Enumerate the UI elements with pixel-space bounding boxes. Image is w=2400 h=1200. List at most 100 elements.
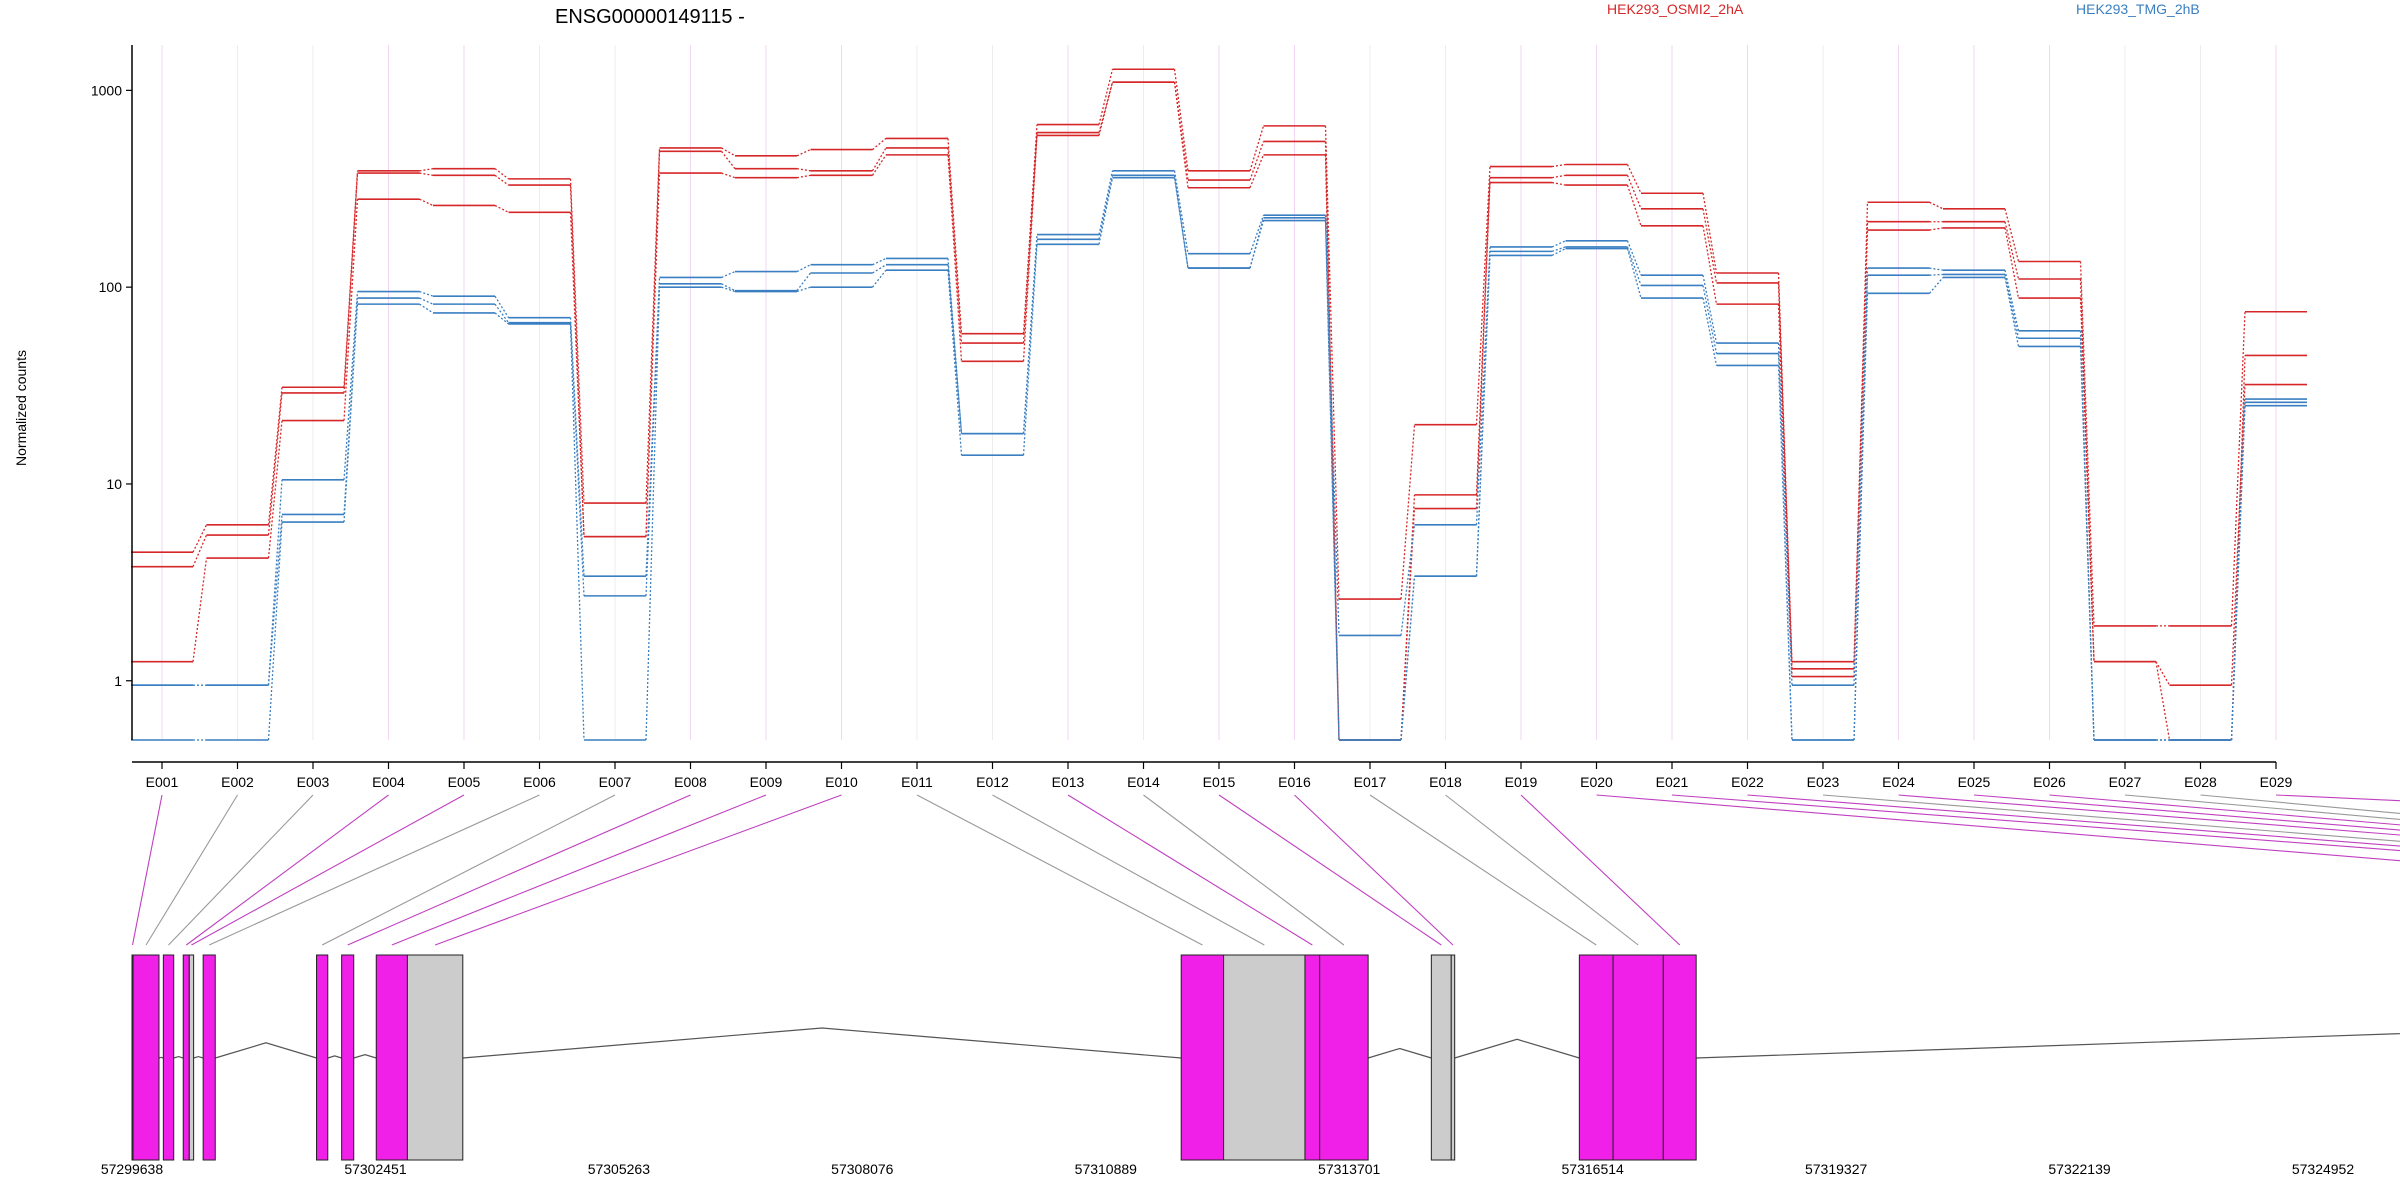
intron-line [1696,1033,2400,1059]
connector-segment [947,264,963,434]
connector-segment [419,168,434,172]
x-tick-label: E015 [1203,774,1236,790]
genomic-coordinate-label: 57308076 [831,1161,894,1177]
connector-segment [1929,201,1944,210]
chart-title: ENSG00000149115 - [555,6,745,28]
connector-segment [1702,297,1718,366]
vertical-grid [161,45,2277,740]
x-tick-label: E002 [221,774,254,790]
intron-line [215,1042,317,1059]
connector-segment [1777,282,1793,669]
exon-connector [1822,794,2400,842]
exon-connector [131,794,163,946]
exon-box [316,954,329,1161]
x-tick-label: E006 [523,774,556,790]
connector-segment [796,286,811,293]
exon-box [1304,954,1321,1161]
x-tick-label: E005 [448,774,481,790]
exon-connector [1596,794,2400,862]
connector-segment [947,147,963,344]
connector-segment [1022,132,1038,344]
x-tick-label: E007 [599,774,632,790]
exon-box [188,954,195,1161]
exon-connector [2124,794,2400,820]
exon-connector [168,794,314,946]
intron-line [462,1027,1182,1059]
connector-segment [1098,170,1114,235]
genomic-coordinate-label: 57313701 [1318,1161,1381,1177]
exon-connector [1369,794,1597,946]
legend-label-series-2: HEK293_TMG_2hB [2076,1,2200,17]
x-tick-label: E020 [1580,774,1613,790]
connector-segment [1324,154,1340,741]
genomic-coordinate-label: 57305263 [588,1161,651,1177]
exon-box [1223,954,1306,1161]
exon-box [1612,954,1664,1161]
connector-segment [1098,82,1114,133]
connector-segment [494,295,510,318]
legend-label-series-1: HEK293_OSMI2_2hA [1607,1,1744,17]
connector-segment [1173,82,1189,188]
x-tick-label: E008 [674,774,707,790]
genomic-coordinate-label: 57302451 [344,1161,407,1177]
x-axis: E001 E002 E003 E004 E005 E006 E007 E008 E009 E010… [132,761,2293,790]
exon-connector [434,794,842,946]
x-tick-label: E028 [2184,774,2217,790]
connector-segment [947,138,963,334]
x-tick-label: E010 [825,774,858,790]
connector-segment [1626,184,1642,227]
exon-box [1430,954,1452,1161]
exon-connector [1294,794,1454,946]
connector-segment [419,198,434,207]
genomic-coordinate-label: 57319327 [1805,1161,1868,1177]
connector-segment [419,172,434,176]
connector-segment [1929,273,1944,276]
connector-segment [1022,135,1038,362]
x-tick-label: E011 [901,774,933,790]
exon-connector [992,794,1265,946]
connector-segment [947,154,963,362]
connector-segment [1702,275,1718,344]
x-tick-label: E021 [1656,774,1689,790]
connector-segment [1324,220,1340,741]
connector-segment [1551,163,1566,168]
exon-connector [1973,794,2400,831]
intron-line [193,1055,204,1059]
exon-connector [391,794,767,946]
connector-segment [2079,298,2095,662]
x-tick-label: E025 [1958,774,1991,790]
connector-segment [1551,248,1566,256]
connector-segment [419,297,434,305]
exon-box [182,954,190,1161]
connector-segment [947,258,963,434]
series-layer [131,68,2307,741]
exon-connector [1445,794,1639,946]
exon-box [1180,954,1225,1161]
genomic-coordinate-label: 57310889 [1075,1161,1138,1177]
connector-segment [1249,154,1265,188]
genomic-coordinate-label: 57299638 [101,1161,164,1177]
connector-segment [1173,170,1189,254]
exon-box [162,954,175,1161]
connector-segment [267,514,283,686]
exon-box [132,954,160,1161]
connector-segment [1626,246,1642,286]
x-tick-label: E014 [1127,774,1160,790]
connector-segment [1475,255,1491,577]
connector-segment [1098,175,1114,240]
connector-segment [1777,365,1793,741]
connector-segment [2155,661,2171,686]
connector-segment [192,558,208,662]
genomic-coordinate-label: 57316514 [1562,1161,1625,1177]
connector-segment [494,204,509,213]
connector-segment [1173,69,1189,171]
connector-segment [1626,164,1642,194]
y-axis-label: Normalized counts [13,350,29,466]
exon-connector [1218,794,1442,946]
intron-line [1454,1038,1580,1059]
connector-segment [343,170,359,388]
exon-connector [321,794,616,946]
connector-segment [343,173,359,393]
connector-segment [494,312,509,325]
connector-segment [1551,174,1566,179]
